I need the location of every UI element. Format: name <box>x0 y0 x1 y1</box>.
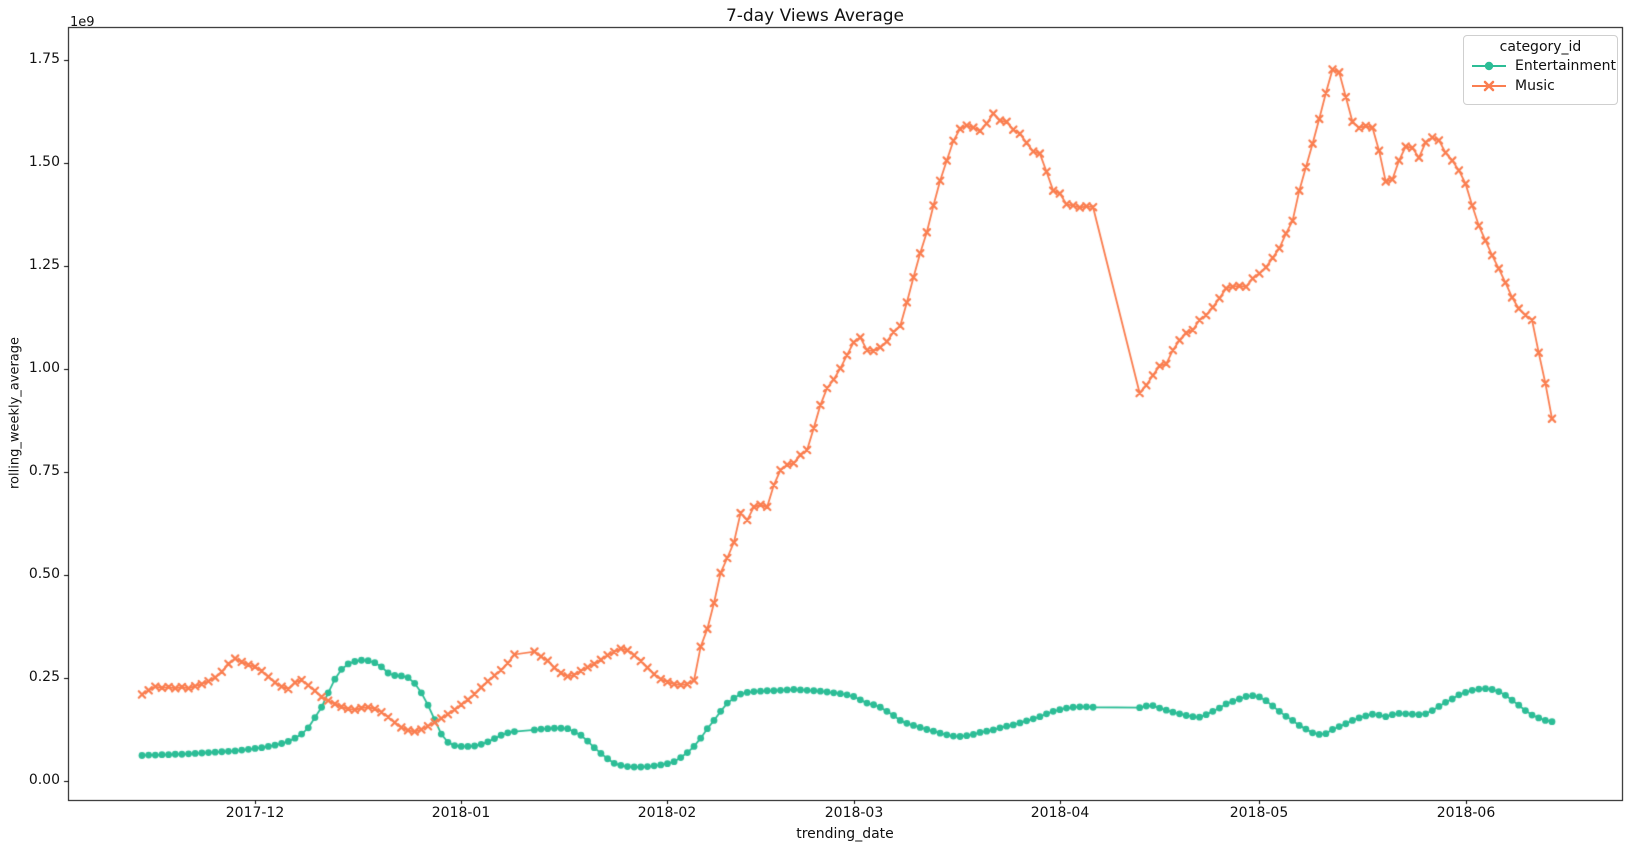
y-tick-label: 0.50 <box>28 566 60 582</box>
x-tick-label: 2018-04 <box>1030 805 1090 821</box>
legend-entry: Music <box>1464 76 1617 96</box>
legend-entry: Entertainment <box>1464 56 1617 76</box>
y-tick-label: 0.75 <box>28 463 60 479</box>
y-tick-label: 1.00 <box>28 360 60 376</box>
y-offset-label: 1e9 <box>70 15 95 30</box>
legend-entry-label: Entertainment <box>1515 58 1617 74</box>
y-tick-label: 1.50 <box>28 154 60 170</box>
x-tick-label: 2018-03 <box>824 805 884 821</box>
x-tick-label: 2018-01 <box>431 805 491 821</box>
x-marker-icon <box>1472 80 1506 92</box>
x-tick-label: 2018-02 <box>637 805 697 821</box>
y-tick-label: 1.25 <box>28 257 60 273</box>
x-tick-label: 2017-12 <box>225 805 285 821</box>
legend-entry-label: Music <box>1515 78 1555 94</box>
x-tick-label: 2018-05 <box>1229 805 1289 821</box>
y-tick-label: 0.25 <box>28 669 60 685</box>
y-tick-label: 0.00 <box>28 772 60 788</box>
legend-title: category_id <box>1499 39 1582 55</box>
legend: category_id Entertainment Music <box>1463 35 1618 105</box>
x-tick-label: 2018-06 <box>1436 805 1496 821</box>
legend-entries: Entertainment Music <box>1464 56 1617 96</box>
circle-marker-icon <box>1472 61 1506 71</box>
y-tick-label: 1.75 <box>28 51 60 67</box>
chart-title: 7-day Views Average <box>725 6 905 26</box>
x-axis-label: trending_date <box>796 826 894 842</box>
